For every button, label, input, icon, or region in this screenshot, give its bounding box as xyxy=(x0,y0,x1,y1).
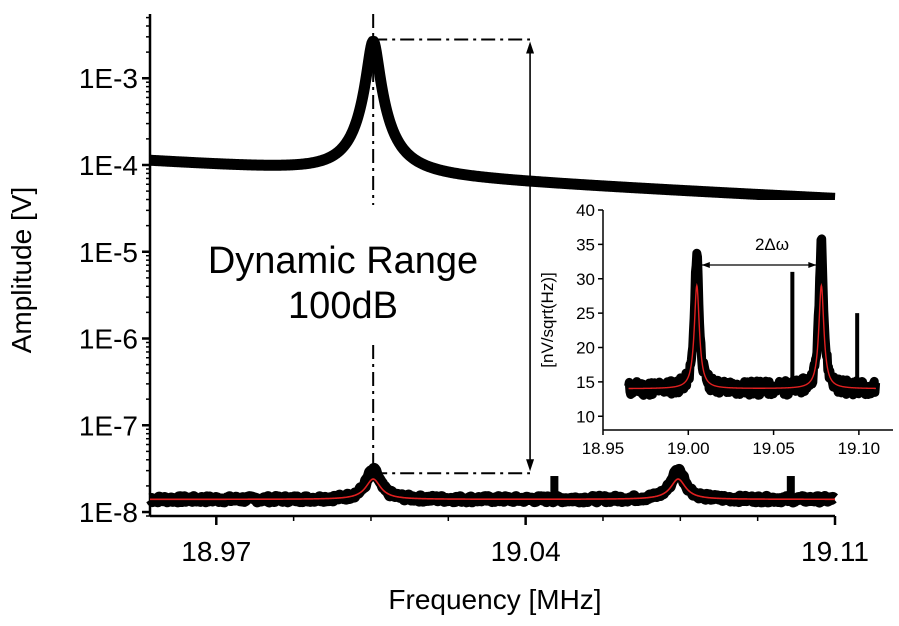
inset-y-tick-label: 20 xyxy=(576,339,595,358)
inset-noise-signal xyxy=(624,234,881,400)
inset-noise-spike xyxy=(790,271,795,389)
main-x-tick-label: 19.04 xyxy=(491,536,561,567)
main-x-ticks: 18.97 19.04 19.11 xyxy=(181,516,869,567)
main-y-tick-label: 1E-7 xyxy=(79,410,138,441)
inset-series xyxy=(624,234,881,400)
main-y-ticks: 1E-8 1E-7 1E-6 1E-5 1E-4 1E-3 xyxy=(79,16,150,528)
inset-annotations xyxy=(701,262,817,268)
dynamic-range-value: 100dB xyxy=(288,285,398,327)
inset-x-tick-label: 19.00 xyxy=(667,439,710,458)
inset-noise-spike xyxy=(855,313,860,389)
inset-arrow-head-right xyxy=(808,262,817,268)
inset-x-tick-label: 19.10 xyxy=(838,439,881,458)
arrow-head-up xyxy=(526,41,535,54)
main-annotations xyxy=(372,14,535,480)
inset-y-axis-title: [nV/sqrt(Hz)] xyxy=(538,272,557,367)
lower-noise-spike xyxy=(550,476,559,500)
inset-x-tick-label: 18.95 xyxy=(582,439,625,458)
inset-y-tick-label: 40 xyxy=(576,201,595,220)
main-x-axis-title: Frequency [MHz] xyxy=(388,584,601,615)
main-y-tick-label: 1E-6 xyxy=(79,324,138,355)
main-x-tick-label: 18.97 xyxy=(181,536,251,567)
arrow-head-down xyxy=(526,459,535,472)
inset-y-tick-label: 35 xyxy=(576,235,595,254)
inset-y-ticks: 10 15 20 25 30 35 40 xyxy=(576,201,603,426)
main-y-axis-title: Amplitude [V] xyxy=(6,187,37,354)
main-y-tick-label: 1E-3 xyxy=(79,63,138,94)
inset-x-tick-label: 19.05 xyxy=(752,439,795,458)
lower-noise-spike xyxy=(786,476,795,500)
inset-y-tick-label: 30 xyxy=(576,270,595,289)
main-series xyxy=(145,35,840,508)
main-y-tick-label: 1E-8 xyxy=(79,497,138,528)
lower-fit-curve xyxy=(150,478,836,501)
inset-delta-omega-label: 2Δω xyxy=(755,235,789,254)
inset-plot: 10 15 20 25 30 35 40 18.95 19.00 19.05 19.10 [nV/… xyxy=(538,200,895,458)
main-x-tick-label: 19.11 xyxy=(801,536,869,567)
main-y-tick-label: 1E-4 xyxy=(79,150,138,181)
inset-x-ticks: 18.95 19.00 19.05 19.10 xyxy=(582,430,880,458)
dynamic-range-label: Dynamic Range xyxy=(208,240,478,282)
main-y-tick-label: 1E-5 xyxy=(79,237,138,268)
inset-fit-curve xyxy=(628,282,876,390)
inset-arrow-head-left xyxy=(701,262,710,268)
upper-resonance-curve xyxy=(145,35,840,204)
inset-y-tick-label: 15 xyxy=(576,373,595,392)
inset-y-tick-label: 10 xyxy=(576,407,595,426)
inset-y-tick-label: 25 xyxy=(576,304,595,323)
main-plot: 1E-8 1E-7 1E-6 1E-5 1E-4 1E-3 18.97 19.04 19.11… xyxy=(6,14,869,615)
